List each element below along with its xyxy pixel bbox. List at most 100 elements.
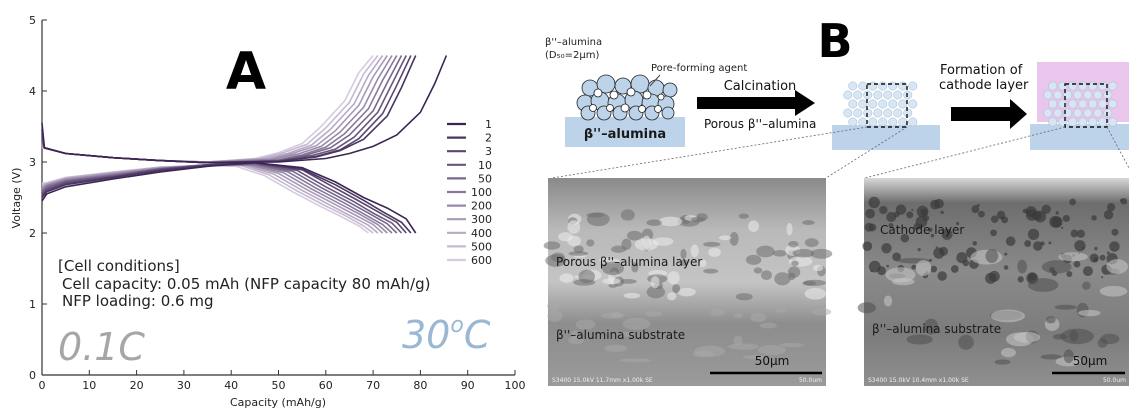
conditions-line-1: Cell capacity: 0.05 mAh (NFP capacity 80… bbox=[62, 275, 430, 293]
x-tick-label: 70 bbox=[366, 379, 380, 392]
charge-curve-cycle-1 bbox=[41, 55, 448, 164]
sem2-grain bbox=[958, 334, 974, 350]
sem1-substrate-grain bbox=[728, 343, 759, 350]
sem1-grain bbox=[620, 209, 635, 221]
sem1-grain bbox=[634, 238, 659, 251]
sem2-pore bbox=[868, 196, 880, 209]
sem2-pore bbox=[1062, 214, 1070, 223]
sem1-substrate-grain bbox=[575, 319, 596, 330]
cathode-formation-arrow: Formation of cathode layer bbox=[939, 63, 1029, 129]
sem1-footer: S3400 15.0kV 11.7mm x1.00k SE bbox=[552, 377, 653, 384]
legend-label-600: 600 bbox=[471, 254, 492, 267]
sem1-scale-label: 50μm bbox=[755, 354, 790, 368]
sem2-grain bbox=[915, 260, 932, 276]
sem2-pore bbox=[870, 269, 873, 273]
sem2-pore bbox=[1099, 254, 1106, 261]
porous-grain bbox=[868, 117, 878, 127]
sem1-grain bbox=[748, 220, 760, 233]
sem2-pore bbox=[877, 266, 887, 276]
sem2-pore bbox=[1033, 241, 1043, 251]
rate-label: 0.1C bbox=[58, 325, 145, 369]
porous-grain bbox=[1068, 117, 1078, 127]
sem2-pore bbox=[934, 198, 944, 209]
sem1-grain bbox=[550, 252, 565, 262]
legend-label-100: 100 bbox=[471, 186, 492, 199]
porous-grain bbox=[863, 90, 873, 100]
legend-label-200: 200 bbox=[471, 200, 492, 213]
sem1-grain bbox=[578, 269, 596, 284]
sem2-pore bbox=[1111, 228, 1119, 236]
porous-grain bbox=[1108, 117, 1118, 127]
porous-grain bbox=[908, 99, 918, 109]
sem1-substrate-grain bbox=[645, 310, 662, 317]
sem2-grain bbox=[990, 309, 1025, 323]
calcination-arrow-shape bbox=[697, 90, 815, 116]
substrate-block bbox=[565, 117, 685, 147]
sem1-grain bbox=[650, 276, 660, 289]
sem2-pore bbox=[911, 264, 917, 270]
sem1-grain bbox=[804, 288, 827, 300]
zoom-guide-left-2 bbox=[864, 126, 1066, 179]
sem1-grain bbox=[718, 235, 732, 241]
porous-grain bbox=[1048, 117, 1058, 127]
porous-grain bbox=[878, 99, 888, 109]
sem2-footer: S3400 15.0kV 10.4mm x1.00k SE bbox=[868, 377, 969, 384]
temperature-value: 30 bbox=[402, 313, 450, 357]
legend-label-400: 400 bbox=[471, 227, 492, 240]
y-tick-label: 4 bbox=[29, 85, 36, 98]
sem1-grain bbox=[690, 244, 699, 258]
porous-grain bbox=[1108, 81, 1118, 91]
sem2-pore bbox=[1022, 208, 1028, 214]
sem1-grain bbox=[812, 264, 824, 272]
porous-grain bbox=[1058, 117, 1068, 127]
sem2-pore bbox=[1101, 276, 1104, 279]
sem1-grain bbox=[680, 248, 687, 260]
discharge-curve-cycle-1 bbox=[41, 161, 417, 234]
porous-grain bbox=[1078, 99, 1088, 109]
sem2-pore bbox=[920, 208, 928, 216]
sem2-pore bbox=[1074, 240, 1086, 252]
porous-grain bbox=[868, 81, 878, 91]
legend-label-500: 500 bbox=[471, 240, 492, 253]
y-tick-label: 1 bbox=[29, 298, 36, 311]
pore-agent-particle bbox=[609, 90, 619, 100]
porous-grain bbox=[868, 99, 878, 109]
sem1-layer-label: Porous β''–alumina layer bbox=[556, 255, 702, 269]
sem1-grain bbox=[621, 238, 632, 250]
porous-grain bbox=[858, 81, 868, 91]
sem2-grain bbox=[1027, 278, 1059, 292]
sem1-grain bbox=[729, 231, 739, 246]
sem2-pore bbox=[935, 246, 938, 249]
sem2-pore bbox=[888, 222, 894, 228]
sem1-grain bbox=[774, 272, 791, 286]
sem1-grain bbox=[745, 254, 762, 265]
sem1-substrate-grain bbox=[774, 308, 787, 313]
porous-grain bbox=[1093, 90, 1103, 100]
cathode-pink-region bbox=[1037, 62, 1129, 122]
sem2-pore bbox=[1040, 241, 1045, 246]
sem1-grain bbox=[804, 238, 819, 248]
y-tick-label: 0 bbox=[29, 369, 36, 382]
porous-grain bbox=[1108, 99, 1118, 109]
porous-grain bbox=[1098, 81, 1108, 91]
sem1-grain bbox=[558, 232, 574, 242]
sem1-grain bbox=[559, 273, 574, 283]
sem1-grain bbox=[788, 241, 799, 248]
sem2-pore bbox=[1049, 215, 1062, 228]
sem1-substrate-grain bbox=[759, 322, 778, 329]
sem2-pore bbox=[1041, 204, 1051, 214]
porous-grain bbox=[893, 108, 903, 118]
sem2-pore bbox=[971, 205, 980, 214]
x-tick-label: 10 bbox=[82, 379, 96, 392]
porous-grain bbox=[1078, 81, 1088, 91]
sem1-grain bbox=[598, 257, 611, 262]
calcination-arrow: Calcination Porous β''–alumina bbox=[697, 79, 816, 131]
sem1-grain bbox=[652, 237, 674, 246]
powder-on-substrate: β''–alumina β''–alumina (D₅₀=2μm) Pore-f… bbox=[545, 37, 747, 147]
sem1-substrate-grain bbox=[547, 309, 563, 322]
porous-grain bbox=[1098, 117, 1108, 127]
sem1-substrate-grain bbox=[617, 331, 634, 337]
